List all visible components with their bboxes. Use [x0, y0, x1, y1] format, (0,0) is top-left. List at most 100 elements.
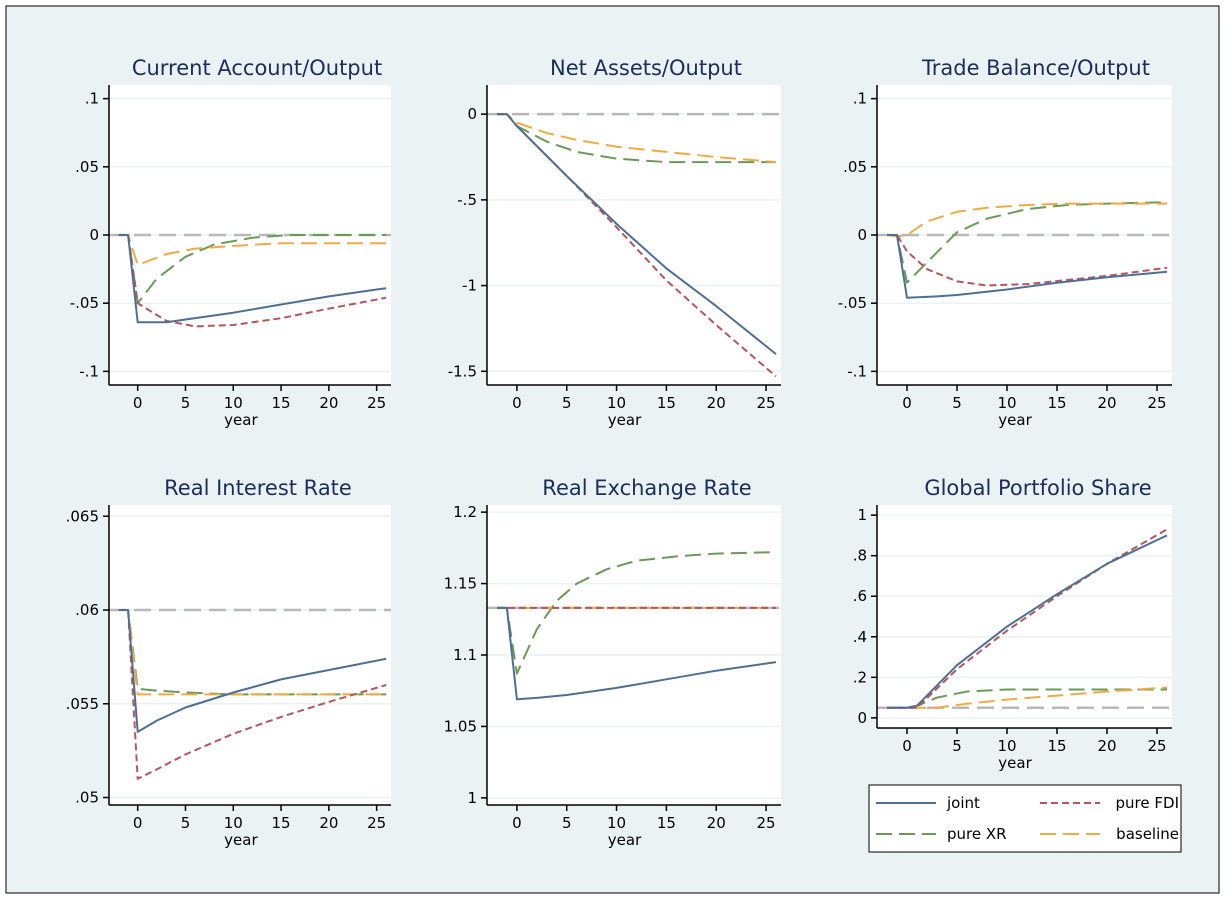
- legend-frame: [868, 784, 1182, 853]
- series-line-net-assets-output-joint: [497, 113, 777, 355]
- legend: joint pure FDI pure XR baseline: [868, 784, 1182, 853]
- y-tick-label-net-assets-output-0: -1.5: [448, 362, 477, 380]
- x-tick-label-net-assets-output-1: 5: [562, 394, 572, 412]
- x-tick-label-trade-balance-output-5: 25: [1147, 394, 1166, 412]
- series-line-trade-balance-output-baseline: [886, 202, 1167, 238]
- panel-trade-balance-output: -.1 -.05 0 .05 .1 0 5 10 15 20 25 year Trade Balance…: [838, 56, 1172, 429]
- x-axis-title-net-assets-output: year: [608, 411, 642, 429]
- x-tick-label-trade-balance-output-2: 10: [997, 394, 1016, 412]
- x-tick-label-trade-balance-output-0: 0: [902, 394, 912, 412]
- y-tick-label-current-account-output-1: -.05: [70, 294, 99, 312]
- series-line-current-account-output-pure-xr: [118, 234, 387, 305]
- x-tick-label-real-exchange-rate-4: 20: [707, 814, 726, 832]
- x-tick-label-trade-balance-output-4: 20: [1097, 394, 1116, 412]
- y-tick-label-real-interest-rate-1: .055: [66, 695, 99, 713]
- x-axis-title-real-exchange-rate: year: [608, 831, 642, 849]
- y-tick-label-current-account-output-3: .05: [75, 158, 99, 176]
- x-tick-label-real-exchange-rate-1: 5: [562, 814, 572, 832]
- x-axis-title-real-interest-rate: year: [224, 831, 258, 849]
- y-tick-label-global-portfolio-share-5: 1: [857, 506, 867, 524]
- x-tick-label-real-interest-rate-0: 0: [133, 814, 143, 832]
- x-axis-title-trade-balance-output: year: [998, 411, 1032, 429]
- y-tick-label-global-portfolio-share-1: .2: [853, 668, 867, 686]
- y-tick-label-trade-balance-output-0: -.1: [847, 362, 867, 380]
- legend-label-baseline: baseline: [1116, 825, 1179, 843]
- x-tick-label-current-account-output-4: 20: [319, 394, 338, 412]
- x-tick-label-net-assets-output-4: 20: [707, 394, 726, 412]
- x-tick-label-net-assets-output-0: 0: [512, 394, 522, 412]
- y-tick-label-real-interest-rate-0: .05: [75, 789, 99, 807]
- x-tick-label-global-portfolio-share-2: 10: [997, 737, 1016, 755]
- x-tick-label-real-interest-rate-1: 5: [181, 814, 191, 832]
- x-tick-label-real-exchange-rate-5: 25: [757, 814, 776, 832]
- series-line-real-interest-rate-joint: [118, 609, 387, 733]
- x-tick-label-trade-balance-output-1: 5: [952, 394, 962, 412]
- y-tick-label-net-assets-output-1: -1: [462, 277, 477, 295]
- y-tick-label-current-account-output-4: .1: [85, 90, 99, 108]
- chart-title-real-exchange-rate: Real Exchange Rate: [542, 476, 751, 500]
- series-line-current-account-output-joint: [118, 234, 387, 324]
- chart-title-trade-balance-output: Trade Balance/Output: [921, 56, 1150, 80]
- y-tick-label-global-portfolio-share-3: .6: [853, 587, 867, 605]
- x-tick-label-current-account-output-0: 0: [133, 394, 143, 412]
- x-tick-label-global-portfolio-share-1: 5: [952, 737, 962, 755]
- x-tick-label-real-interest-rate-4: 20: [319, 814, 338, 832]
- y-tick-label-global-portfolio-share-2: .4: [853, 628, 867, 646]
- x-tick-label-real-interest-rate-5: 25: [367, 814, 386, 832]
- x-tick-label-global-portfolio-share-4: 20: [1097, 737, 1116, 755]
- chart-title-net-assets-output: Net Assets/Output: [550, 56, 742, 80]
- panel-real-exchange-rate: 1 1.05 1.1 1.15 1.2 0 5 10 15 20 25 year Real Exchan…: [444, 476, 781, 849]
- plot-area-real-interest-rate: [109, 505, 391, 805]
- y-tick-label-net-assets-output-2: -.5: [457, 191, 477, 209]
- legend-label-pure-xr: pure XR: [947, 825, 1007, 843]
- y-tick-label-real-interest-rate-3: .065: [66, 507, 99, 525]
- x-tick-label-trade-balance-output-3: 15: [1047, 394, 1066, 412]
- series-line-real-interest-rate-pure-fdi: [118, 609, 387, 780]
- y-tick-label-real-exchange-rate-2: 1.1: [453, 646, 477, 664]
- y-tick-label-real-exchange-rate-3: 1.15: [444, 575, 477, 593]
- y-tick-label-current-account-output-0: -.1: [79, 362, 99, 380]
- y-tick-label-trade-balance-output-2: 0: [857, 226, 867, 244]
- y-tick-label-real-exchange-rate-1: 1.05: [444, 717, 477, 735]
- series-line-trade-balance-output-joint: [887, 234, 1168, 299]
- series-line-trade-balance-output-pure-fdi: [887, 234, 1168, 287]
- panel-real-interest-rate: .05 .055 .06 .065 0 5 10 15 20 25 year Real Interes…: [66, 476, 391, 849]
- y-tick-label-real-exchange-rate-4: 1.2: [453, 503, 477, 521]
- legend-label-joint: joint: [946, 794, 980, 812]
- y-tick-label-global-portfolio-share-4: .8: [853, 547, 867, 565]
- x-tick-label-global-portfolio-share-5: 25: [1147, 737, 1166, 755]
- x-tick-label-current-account-output-3: 15: [272, 394, 291, 412]
- x-tick-label-net-assets-output-5: 25: [757, 394, 776, 412]
- x-tick-label-real-exchange-rate-2: 10: [607, 814, 626, 832]
- legend-label-pure-fdi: pure FDI: [1116, 794, 1179, 812]
- series-line-real-exchange-rate-joint: [497, 606, 777, 701]
- x-tick-label-net-assets-output-3: 15: [657, 394, 676, 412]
- panel-net-assets-output: -1.5 -1 -.5 0 0 5 10 15 20 25 year Net Assets/Outpu…: [448, 56, 781, 429]
- x-tick-label-current-account-output-5: 25: [367, 394, 386, 412]
- x-axis-title-current-account-output: year: [224, 411, 258, 429]
- plot-area-net-assets-output: [487, 85, 781, 385]
- plot-area-global-portfolio-share: [877, 505, 1172, 728]
- panel-current-account-output: -.1 -.05 0 .05 .1 0 5 10 15 20 25 year Current Accou…: [70, 56, 391, 429]
- chart-title-global-portfolio-share: Global Portfolio Share: [924, 476, 1151, 500]
- x-tick-label-net-assets-output-2: 10: [607, 394, 626, 412]
- x-tick-label-current-account-output-2: 10: [224, 394, 243, 412]
- x-tick-label-real-exchange-rate-0: 0: [512, 814, 522, 832]
- series-line-current-account-output-baseline: [118, 234, 387, 266]
- chart-title-current-account-output: Current Account/Output: [132, 56, 382, 80]
- x-tick-label-global-portfolio-share-0: 0: [902, 737, 912, 755]
- chart-title-real-interest-rate: Real Interest Rate: [164, 476, 352, 500]
- y-tick-label-trade-balance-output-1: -.05: [838, 294, 867, 312]
- y-tick-label-trade-balance-output-3: .05: [843, 158, 867, 176]
- y-tick-label-real-interest-rate-2: .06: [75, 601, 99, 619]
- y-tick-label-net-assets-output-3: 0: [467, 105, 477, 123]
- x-tick-label-real-exchange-rate-3: 15: [657, 814, 676, 832]
- y-tick-label-trade-balance-output-4: .1: [853, 90, 867, 108]
- x-tick-label-global-portfolio-share-3: 15: [1047, 737, 1066, 755]
- x-tick-label-real-interest-rate-3: 15: [272, 814, 291, 832]
- y-tick-label-current-account-output-2: 0: [89, 226, 99, 244]
- series-line-real-exchange-rate-pure-xr: [497, 551, 777, 675]
